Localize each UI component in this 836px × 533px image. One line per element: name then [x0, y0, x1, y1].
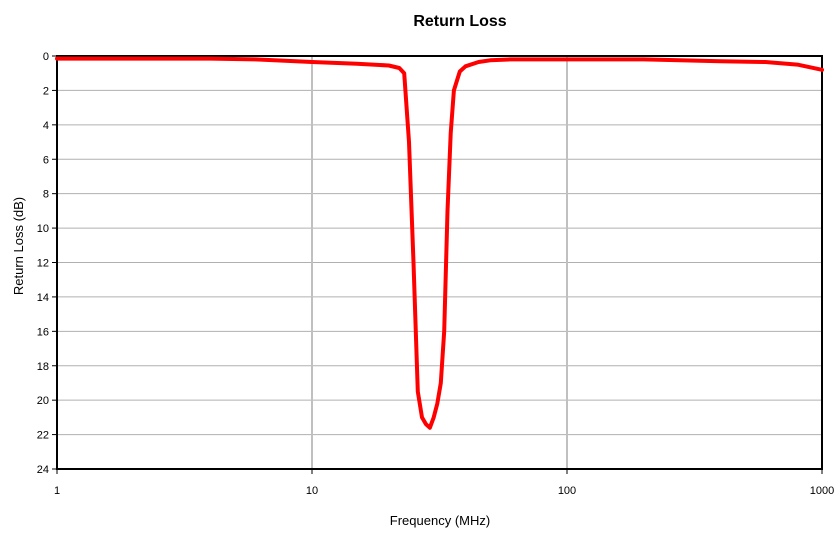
series-layer	[55, 56, 824, 430]
y-tick-label: 4	[43, 120, 49, 132]
y-tick-label: 22	[37, 430, 49, 442]
return-loss-line	[55, 56, 824, 430]
x-tick-label: 100	[558, 485, 576, 497]
y-tick-label: 24	[37, 464, 49, 476]
x-tick-label: 1	[54, 485, 60, 497]
y-tick-label: 18	[37, 361, 49, 373]
y-tick-label: 8	[43, 189, 49, 201]
y-tick-label: 0	[43, 51, 49, 63]
y-tick-label: 12	[37, 258, 49, 270]
x-tick-label: 1000	[810, 485, 834, 497]
x-tick-label: 10	[306, 485, 318, 497]
y-tick-label: 6	[43, 154, 49, 166]
y-tick-label: 2	[43, 85, 49, 97]
y-tick-label: 10	[37, 223, 49, 235]
y-tick-label: 16	[37, 326, 49, 338]
chart-title: Return Loss	[413, 13, 506, 30]
y-tick-label: 14	[37, 292, 49, 304]
y-tick-label: 20	[37, 395, 49, 407]
y-axis-label: Return Loss (dB)	[11, 197, 26, 295]
grid-lines	[57, 56, 822, 469]
x-axis-label: Frequency (MHz)	[390, 513, 490, 528]
x-axis-ticks: 1 10 100 1000	[54, 469, 834, 497]
